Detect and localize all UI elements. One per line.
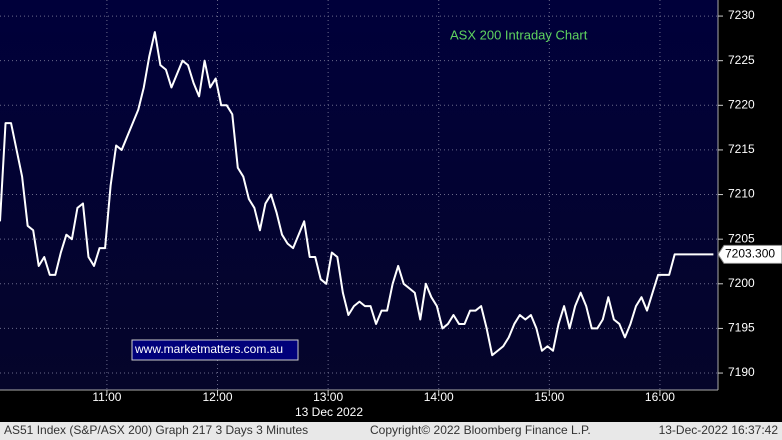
x-tick-label: 12:00 bbox=[203, 390, 233, 404]
layer: 7190 7195 7200 7205 7210 7215 7220 7225 7230 11:0… bbox=[0, 0, 782, 404]
x-tick-label: 13:00 bbox=[313, 390, 343, 404]
last-value-box bbox=[717, 244, 782, 264]
plot-area bbox=[0, 0, 718, 390]
x-tick-label: 14:00 bbox=[424, 390, 454, 404]
footer-band bbox=[0, 422, 782, 440]
y-tick-label: 7215 bbox=[728, 142, 755, 156]
y-tick-label: 7210 bbox=[728, 187, 755, 201]
chart-title: ASX 200 Intraday Chart bbox=[450, 27, 588, 42]
y-tick-label: 7225 bbox=[728, 53, 755, 67]
price-line bbox=[0, 31, 714, 357]
y-tick-label: 7205 bbox=[728, 231, 755, 245]
y-tick-label: 7230 bbox=[728, 8, 755, 22]
x-tick-label: 11:00 bbox=[92, 390, 121, 404]
footer-right: 13-Dec-2022 16:37:42 bbox=[659, 423, 779, 437]
footer-center: Copyright© 2022 Bloomberg Finance L.P. bbox=[370, 423, 591, 437]
y-tick-label: 7195 bbox=[728, 321, 755, 335]
last-value-label: 7203.300 bbox=[725, 247, 775, 261]
y-tick-label: 7190 bbox=[728, 365, 755, 379]
watermark: www.marketmatters.com.au bbox=[134, 342, 283, 356]
x-tick-label: 15:00 bbox=[534, 390, 564, 404]
x-axis-date: 13 Dec 2022 bbox=[295, 405, 363, 419]
watermark-box bbox=[131, 339, 299, 361]
x-tick-label: 16:00 bbox=[645, 390, 675, 404]
footer-left: AS51 Index (S&P/ASX 200) Graph 217 3 Day… bbox=[4, 423, 308, 437]
y-tick-label: 7200 bbox=[728, 276, 755, 290]
y-tick-label: 7220 bbox=[728, 97, 755, 111]
